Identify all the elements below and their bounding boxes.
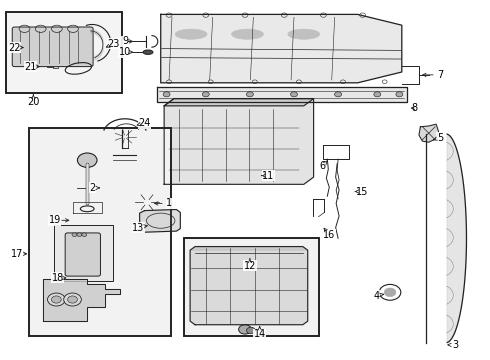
Text: 6: 6 [319, 161, 325, 171]
Circle shape [246, 327, 255, 334]
Text: 22: 22 [8, 42, 21, 53]
Text: 14: 14 [254, 329, 266, 339]
Text: 24: 24 [138, 118, 151, 128]
Bar [53, 66, 58, 68]
Polygon shape [43, 279, 120, 321]
Text: 19: 19 [49, 215, 61, 225]
Circle shape [72, 233, 77, 237]
Circle shape [77, 233, 82, 237]
Text: 15: 15 [356, 186, 369, 197]
Ellipse shape [145, 51, 151, 54]
Circle shape [64, 293, 81, 306]
Polygon shape [190, 247, 308, 250]
Circle shape [374, 92, 381, 97]
Polygon shape [447, 134, 466, 342]
Text: 20: 20 [27, 96, 40, 107]
Circle shape [77, 153, 97, 167]
Ellipse shape [231, 29, 264, 39]
Text: 10: 10 [119, 47, 131, 57]
Text: 18: 18 [51, 273, 64, 283]
Ellipse shape [288, 29, 319, 39]
Polygon shape [164, 99, 314, 184]
Text: 2: 2 [89, 183, 95, 193]
Circle shape [134, 193, 160, 212]
Circle shape [48, 293, 65, 306]
Text: 8: 8 [411, 103, 417, 113]
Circle shape [68, 296, 77, 303]
Circle shape [163, 92, 170, 97]
Circle shape [143, 199, 151, 205]
Text: 13: 13 [132, 222, 144, 233]
Ellipse shape [143, 50, 153, 54]
Text: 11: 11 [263, 171, 274, 181]
FancyBboxPatch shape [65, 233, 100, 276]
Polygon shape [190, 247, 308, 325]
Polygon shape [161, 14, 402, 83]
Text: 23: 23 [107, 39, 120, 49]
Bar [97, 187, 105, 189]
Bar [184, 238, 318, 336]
Circle shape [126, 187, 168, 217]
Text: 3: 3 [453, 340, 459, 350]
Circle shape [246, 92, 253, 97]
Circle shape [396, 92, 403, 97]
Bar [29, 128, 171, 336]
Circle shape [384, 288, 396, 297]
Circle shape [51, 296, 61, 303]
Text: 17: 17 [11, 249, 24, 259]
Circle shape [335, 92, 342, 97]
Text: 1: 1 [166, 198, 172, 208]
Ellipse shape [175, 29, 207, 39]
Polygon shape [419, 124, 439, 142]
FancyBboxPatch shape [12, 27, 93, 67]
Polygon shape [140, 210, 180, 232]
Bar [29, 128, 171, 336]
Text: 7: 7 [437, 70, 443, 80]
Text: 12: 12 [244, 261, 256, 271]
Circle shape [202, 92, 209, 97]
Bar [6, 12, 122, 93]
Circle shape [291, 92, 297, 97]
Text: 4: 4 [373, 291, 379, 301]
Bar [6, 12, 122, 93]
Polygon shape [157, 87, 407, 102]
Text: 9: 9 [122, 36, 128, 46]
Bar [184, 238, 318, 336]
Circle shape [239, 325, 251, 334]
Circle shape [82, 233, 87, 237]
Polygon shape [164, 99, 314, 106]
Text: 21: 21 [24, 62, 37, 72]
Bar [54, 225, 113, 281]
Text: 5: 5 [437, 132, 443, 143]
Text: 16: 16 [323, 230, 336, 240]
Bar [91, 186, 97, 189]
